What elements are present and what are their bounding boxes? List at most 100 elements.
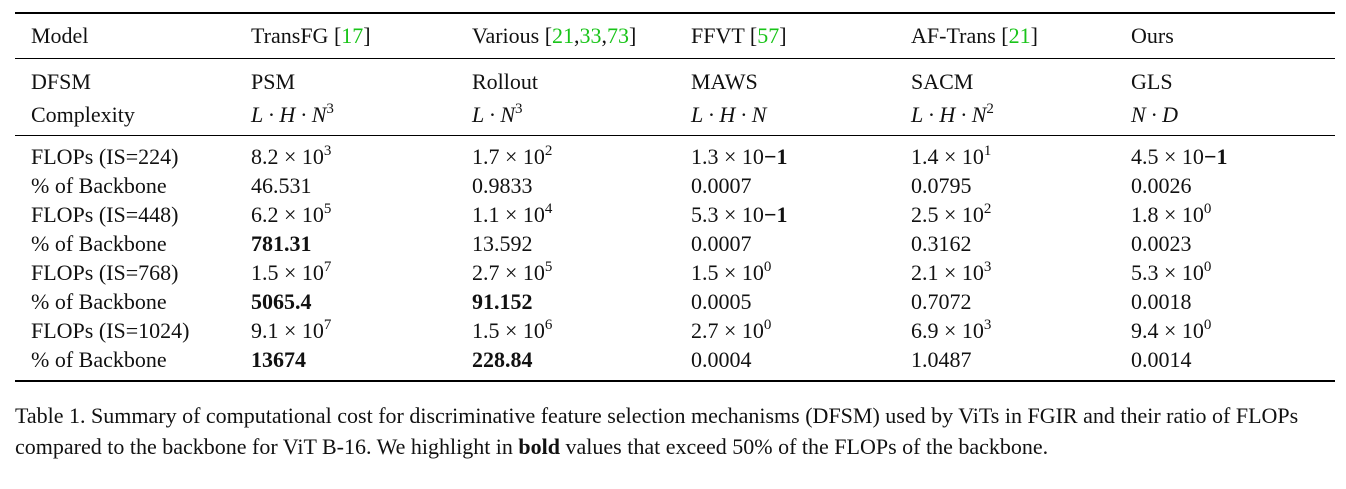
table-cell: 4.5 × 10−1 bbox=[1131, 144, 1228, 169]
complexity-exponent: 2 bbox=[986, 101, 994, 117]
table-cell: 2.5 × 102 bbox=[911, 201, 992, 228]
flops-exponent: 4 bbox=[544, 201, 553, 217]
table-cell: 0.0005 bbox=[691, 289, 752, 314]
table-cell: 2.7 × 105 bbox=[472, 259, 553, 286]
table-cell: 5.3 × 10−1 bbox=[691, 202, 788, 227]
column-header: Various [21,33,73] bbox=[456, 12, 675, 59]
column-header: Ours bbox=[1115, 12, 1335, 59]
table-cell: 5.3 × 100 bbox=[1131, 259, 1212, 286]
dfsm-cell: SACM bbox=[911, 69, 974, 94]
citation-link[interactable]: 21 bbox=[1008, 23, 1031, 48]
table-row: FLOPs (IS=224) 8.2 × 103 1.7 × 102 1.3 × 10… bbox=[15, 136, 1335, 172]
table-row: % of Backbone 781.31 13.592 0.0007 0.3162 0.0… bbox=[15, 229, 1335, 258]
citation-link[interactable]: 21 bbox=[552, 23, 575, 48]
table-row: % of Backbone 46.531 0.9833 0.0007 0.0795 0.0… bbox=[15, 171, 1335, 200]
column-header: Model bbox=[15, 12, 235, 59]
flops-exponent: −1 bbox=[763, 144, 788, 169]
flops-exponent: 7 bbox=[323, 317, 332, 333]
citation-link[interactable]: 57 bbox=[757, 23, 780, 48]
flops-exponent: 5 bbox=[323, 201, 332, 217]
table-cell: 0.0004 bbox=[675, 345, 895, 382]
results-table-container: Model TransFG [17] Various [21,33,73] FFVT … bbox=[15, 12, 1335, 382]
flops-exponent: 0 bbox=[763, 259, 772, 275]
table-caption: Table 1. Summary of computational cost f… bbox=[15, 400, 1335, 462]
table-cell: 781.31 bbox=[251, 231, 312, 256]
citation-link[interactable]: 17 bbox=[341, 23, 364, 48]
row-label: % of Backbone bbox=[31, 289, 167, 314]
dfsm-row: DFSM PSM Rollout MAWS SACM GLS bbox=[15, 59, 1335, 101]
table-cell: 1.3 × 10−1 bbox=[691, 144, 788, 169]
table-row: FLOPs (IS=448) 6.2 × 105 1.1 × 104 5.3 × 10… bbox=[15, 200, 1335, 229]
table-row: FLOPs (IS=768) 1.5 × 107 2.7 × 105 1.5 × 10… bbox=[15, 258, 1335, 287]
table-cell: 8.2 × 103 bbox=[251, 143, 332, 170]
dfsm-cell: PSM bbox=[251, 69, 296, 94]
header-row: Model TransFG [17] Various [21,33,73] FFVT … bbox=[15, 12, 1335, 59]
column-header: FFVT [57] bbox=[675, 12, 895, 59]
column-header-name: Model bbox=[31, 23, 89, 48]
table-cell: 5065.4 bbox=[251, 289, 312, 314]
flops-exponent: 7 bbox=[323, 259, 332, 275]
dfsm-cell: Rollout bbox=[472, 69, 539, 94]
caption-text-end: values that exceed 50% of the FLOPs of t… bbox=[560, 434, 1049, 459]
flops-exponent: 0 bbox=[763, 317, 772, 333]
table-cell: 0.0007 bbox=[691, 231, 752, 256]
table-cell: 0.0014 bbox=[1115, 345, 1335, 382]
caption-text: Table 1. Summary of computational cost f… bbox=[15, 403, 1299, 459]
table-row: % of Backbone 5065.4 91.152 0.0005 0.7072 0.0… bbox=[15, 287, 1335, 316]
row-label: FLOPs (IS=448) bbox=[31, 202, 179, 227]
table-row: % of Backbone 13674 228.84 0.0004 1.0487 0.00… bbox=[15, 345, 1335, 382]
table-cell: 1.5 × 100 bbox=[691, 259, 772, 286]
citation-link[interactable]: 73 bbox=[607, 23, 630, 48]
table-body: FLOPs (IS=224) 8.2 × 103 1.7 × 102 1.3 × 10… bbox=[15, 136, 1335, 382]
caption-bold-word: bold bbox=[518, 434, 561, 459]
results-table: Model TransFG [17] Various [21,33,73] FFVT … bbox=[15, 12, 1335, 382]
flops-exponent: 3 bbox=[983, 259, 992, 275]
column-header-name: Various bbox=[472, 23, 540, 48]
table-cell: 0.0007 bbox=[691, 173, 752, 198]
table-cell: 0.0795 bbox=[911, 173, 972, 198]
table-cell: 228.84 bbox=[456, 345, 675, 382]
flops-exponent: 2 bbox=[544, 143, 553, 159]
flops-exponent: 3 bbox=[983, 317, 992, 333]
row-label: Complexity bbox=[15, 100, 235, 136]
table-cell: 2.7 × 100 bbox=[691, 317, 772, 344]
table-cell: 1.4 × 101 bbox=[911, 143, 992, 170]
complexity-cell: N · D bbox=[1115, 100, 1335, 136]
table-cell: 1.1 × 104 bbox=[472, 201, 553, 228]
column-header-name: AF-Trans bbox=[911, 23, 996, 48]
table-cell: 1.0487 bbox=[895, 345, 1115, 382]
flops-exponent: 0 bbox=[1203, 317, 1212, 333]
table-cell: 46.531 bbox=[251, 173, 312, 198]
column-header: TransFG [17] bbox=[235, 12, 456, 59]
flops-exponent: 3 bbox=[323, 143, 332, 159]
row-label: % of Backbone bbox=[15, 345, 235, 382]
citation-link[interactable]: 33 bbox=[579, 23, 602, 48]
table-cell: 1.8 × 100 bbox=[1131, 201, 1212, 228]
row-label: FLOPs (IS=768) bbox=[31, 260, 179, 285]
table-cell: 0.0026 bbox=[1131, 173, 1192, 198]
table-row: FLOPs (IS=1024) 9.1 × 107 1.5 × 106 2.7 × 1… bbox=[15, 316, 1335, 345]
table-cell: 0.0023 bbox=[1131, 231, 1192, 256]
table-cell: 6.9 × 103 bbox=[911, 317, 992, 344]
row-label: % of Backbone bbox=[31, 173, 167, 198]
complexity-cell: L · H · N2 bbox=[895, 100, 1115, 136]
complexity-cell: L · H · N bbox=[675, 100, 895, 136]
table-cell: 0.0018 bbox=[1131, 289, 1192, 314]
flops-exponent: 0 bbox=[1203, 201, 1212, 217]
complexity-exponent: 3 bbox=[515, 101, 523, 117]
table-cell: 1.5 × 106 bbox=[472, 317, 553, 344]
flops-exponent: 5 bbox=[544, 259, 553, 275]
table-cell: 13.592 bbox=[472, 231, 533, 256]
complexity-cell: L · N3 bbox=[456, 100, 675, 136]
row-label: FLOPs (IS=1024) bbox=[31, 318, 190, 343]
flops-exponent: 2 bbox=[983, 201, 992, 217]
table-cell: 2.1 × 103 bbox=[911, 259, 992, 286]
row-label: DFSM bbox=[31, 69, 91, 94]
table-cell: 9.1 × 107 bbox=[251, 317, 332, 344]
table-cell: 91.152 bbox=[472, 289, 533, 314]
column-header-name: FFVT bbox=[691, 23, 745, 48]
table-cell: 6.2 × 105 bbox=[251, 201, 332, 228]
table-cell: 1.5 × 107 bbox=[251, 259, 332, 286]
flops-exponent: −1 bbox=[763, 202, 788, 227]
column-header-name: Ours bbox=[1131, 23, 1174, 48]
